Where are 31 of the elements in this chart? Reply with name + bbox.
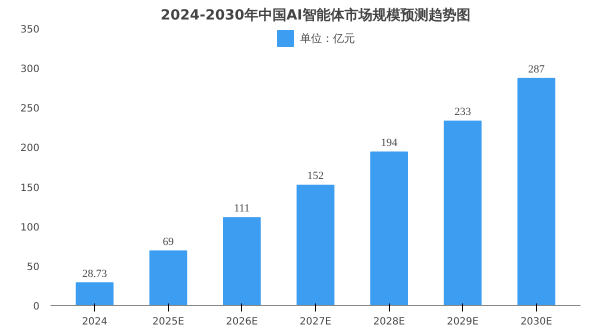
y-tick-label: 250: [20, 104, 40, 115]
bar: [370, 151, 408, 306]
data-label: 28.73: [82, 268, 108, 280]
y-tick-label: 300: [20, 64, 40, 76]
y-tick-label: 100: [20, 222, 40, 234]
x-tick-label: 2029E: [446, 316, 479, 328]
data-label: 69: [162, 236, 174, 248]
data-label: 152: [307, 170, 324, 182]
y-tick-label: 50: [26, 262, 40, 273]
y-tick-label: 200: [20, 143, 40, 154]
x-tick-label: 2027E: [300, 316, 332, 328]
bar: [222, 217, 261, 306]
x-tick-label: 2026E: [226, 316, 258, 328]
data-label: 287: [528, 63, 546, 76]
data-label: 233: [454, 106, 472, 118]
x-tick-label: 2024: [82, 316, 108, 328]
x-tick-label: 2030E: [520, 316, 552, 328]
bar: [444, 120, 482, 306]
data-label: 111: [234, 202, 250, 215]
y-tick-label: 150: [20, 182, 40, 194]
y-tick-label: 350: [20, 24, 40, 36]
data-label: 194: [380, 136, 398, 149]
legend-label: 单位：亿元: [300, 30, 355, 46]
bar: [76, 282, 114, 306]
bar: [149, 250, 188, 306]
chart-title: 2024-2030年中国AI智能体市场规模预测趋势图: [160, 6, 470, 24]
bar: [296, 184, 334, 306]
x-tick-label: 2028E: [373, 316, 406, 328]
bar: [517, 78, 556, 306]
x-tick-label: 2025E: [152, 316, 184, 328]
y-tick-label: 0: [33, 302, 40, 312]
